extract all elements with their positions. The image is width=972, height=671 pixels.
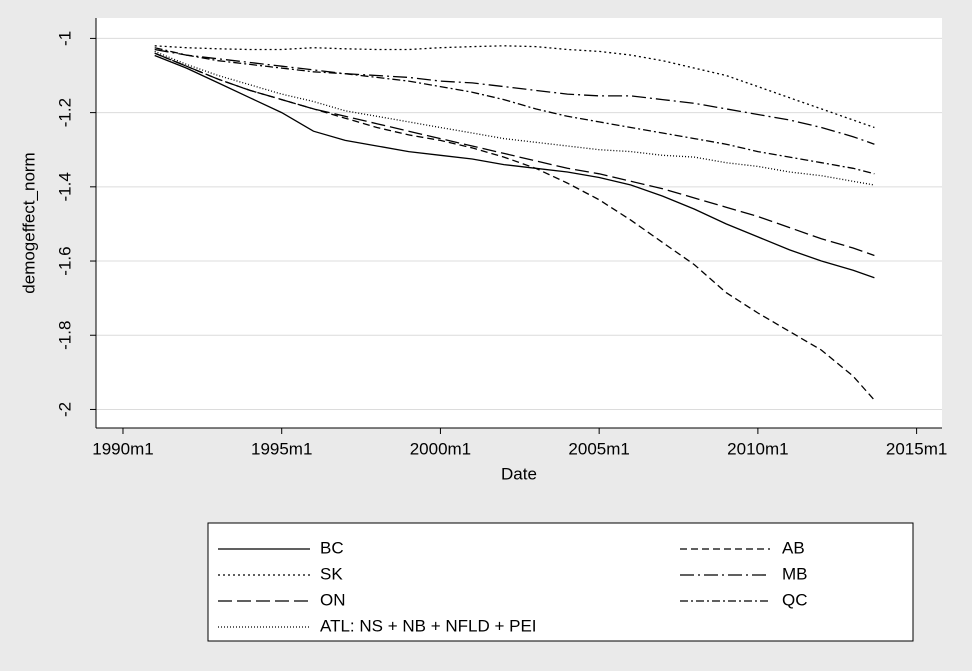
series-line (154, 48, 875, 145)
y-tick-label: -1 (55, 31, 74, 46)
legend-label: ATL: NS + NB + NFLD + PEI (320, 616, 537, 635)
legend-box (207, 522, 914, 642)
series-line (154, 45, 875, 129)
legend-label: ON (320, 590, 346, 609)
x-tick-label: 2000m1 (410, 439, 471, 458)
y-tick-label: -1.2 (55, 98, 74, 127)
legend-label: BC (320, 538, 344, 557)
legend-label: AB (782, 538, 805, 557)
y-tick-label: -1.6 (55, 246, 74, 275)
y-tick-label: -1.4 (55, 172, 74, 201)
plot-area (96, 18, 942, 428)
series-line (154, 47, 875, 175)
x-tick-label: 2010m1 (727, 439, 788, 458)
series-line (154, 54, 875, 279)
x-tick-label: 1990m1 (92, 439, 153, 458)
series-line (154, 50, 875, 186)
series-line (154, 52, 875, 401)
legend-label: SK (320, 564, 343, 583)
legend-label: QC (782, 590, 808, 609)
y-tick-label: -2 (55, 402, 74, 417)
legend-label: MB (782, 564, 808, 583)
y-tick-label: -1.8 (55, 321, 74, 350)
x-tick-label: 1995m1 (251, 439, 312, 458)
y-axis-title: demogeffect_norm (19, 152, 38, 293)
x-tick-label: 2015m1 (886, 439, 947, 458)
x-axis-title: Date (501, 464, 537, 483)
x-tick-label: 2005m1 (568, 439, 629, 458)
series-line (154, 52, 875, 257)
